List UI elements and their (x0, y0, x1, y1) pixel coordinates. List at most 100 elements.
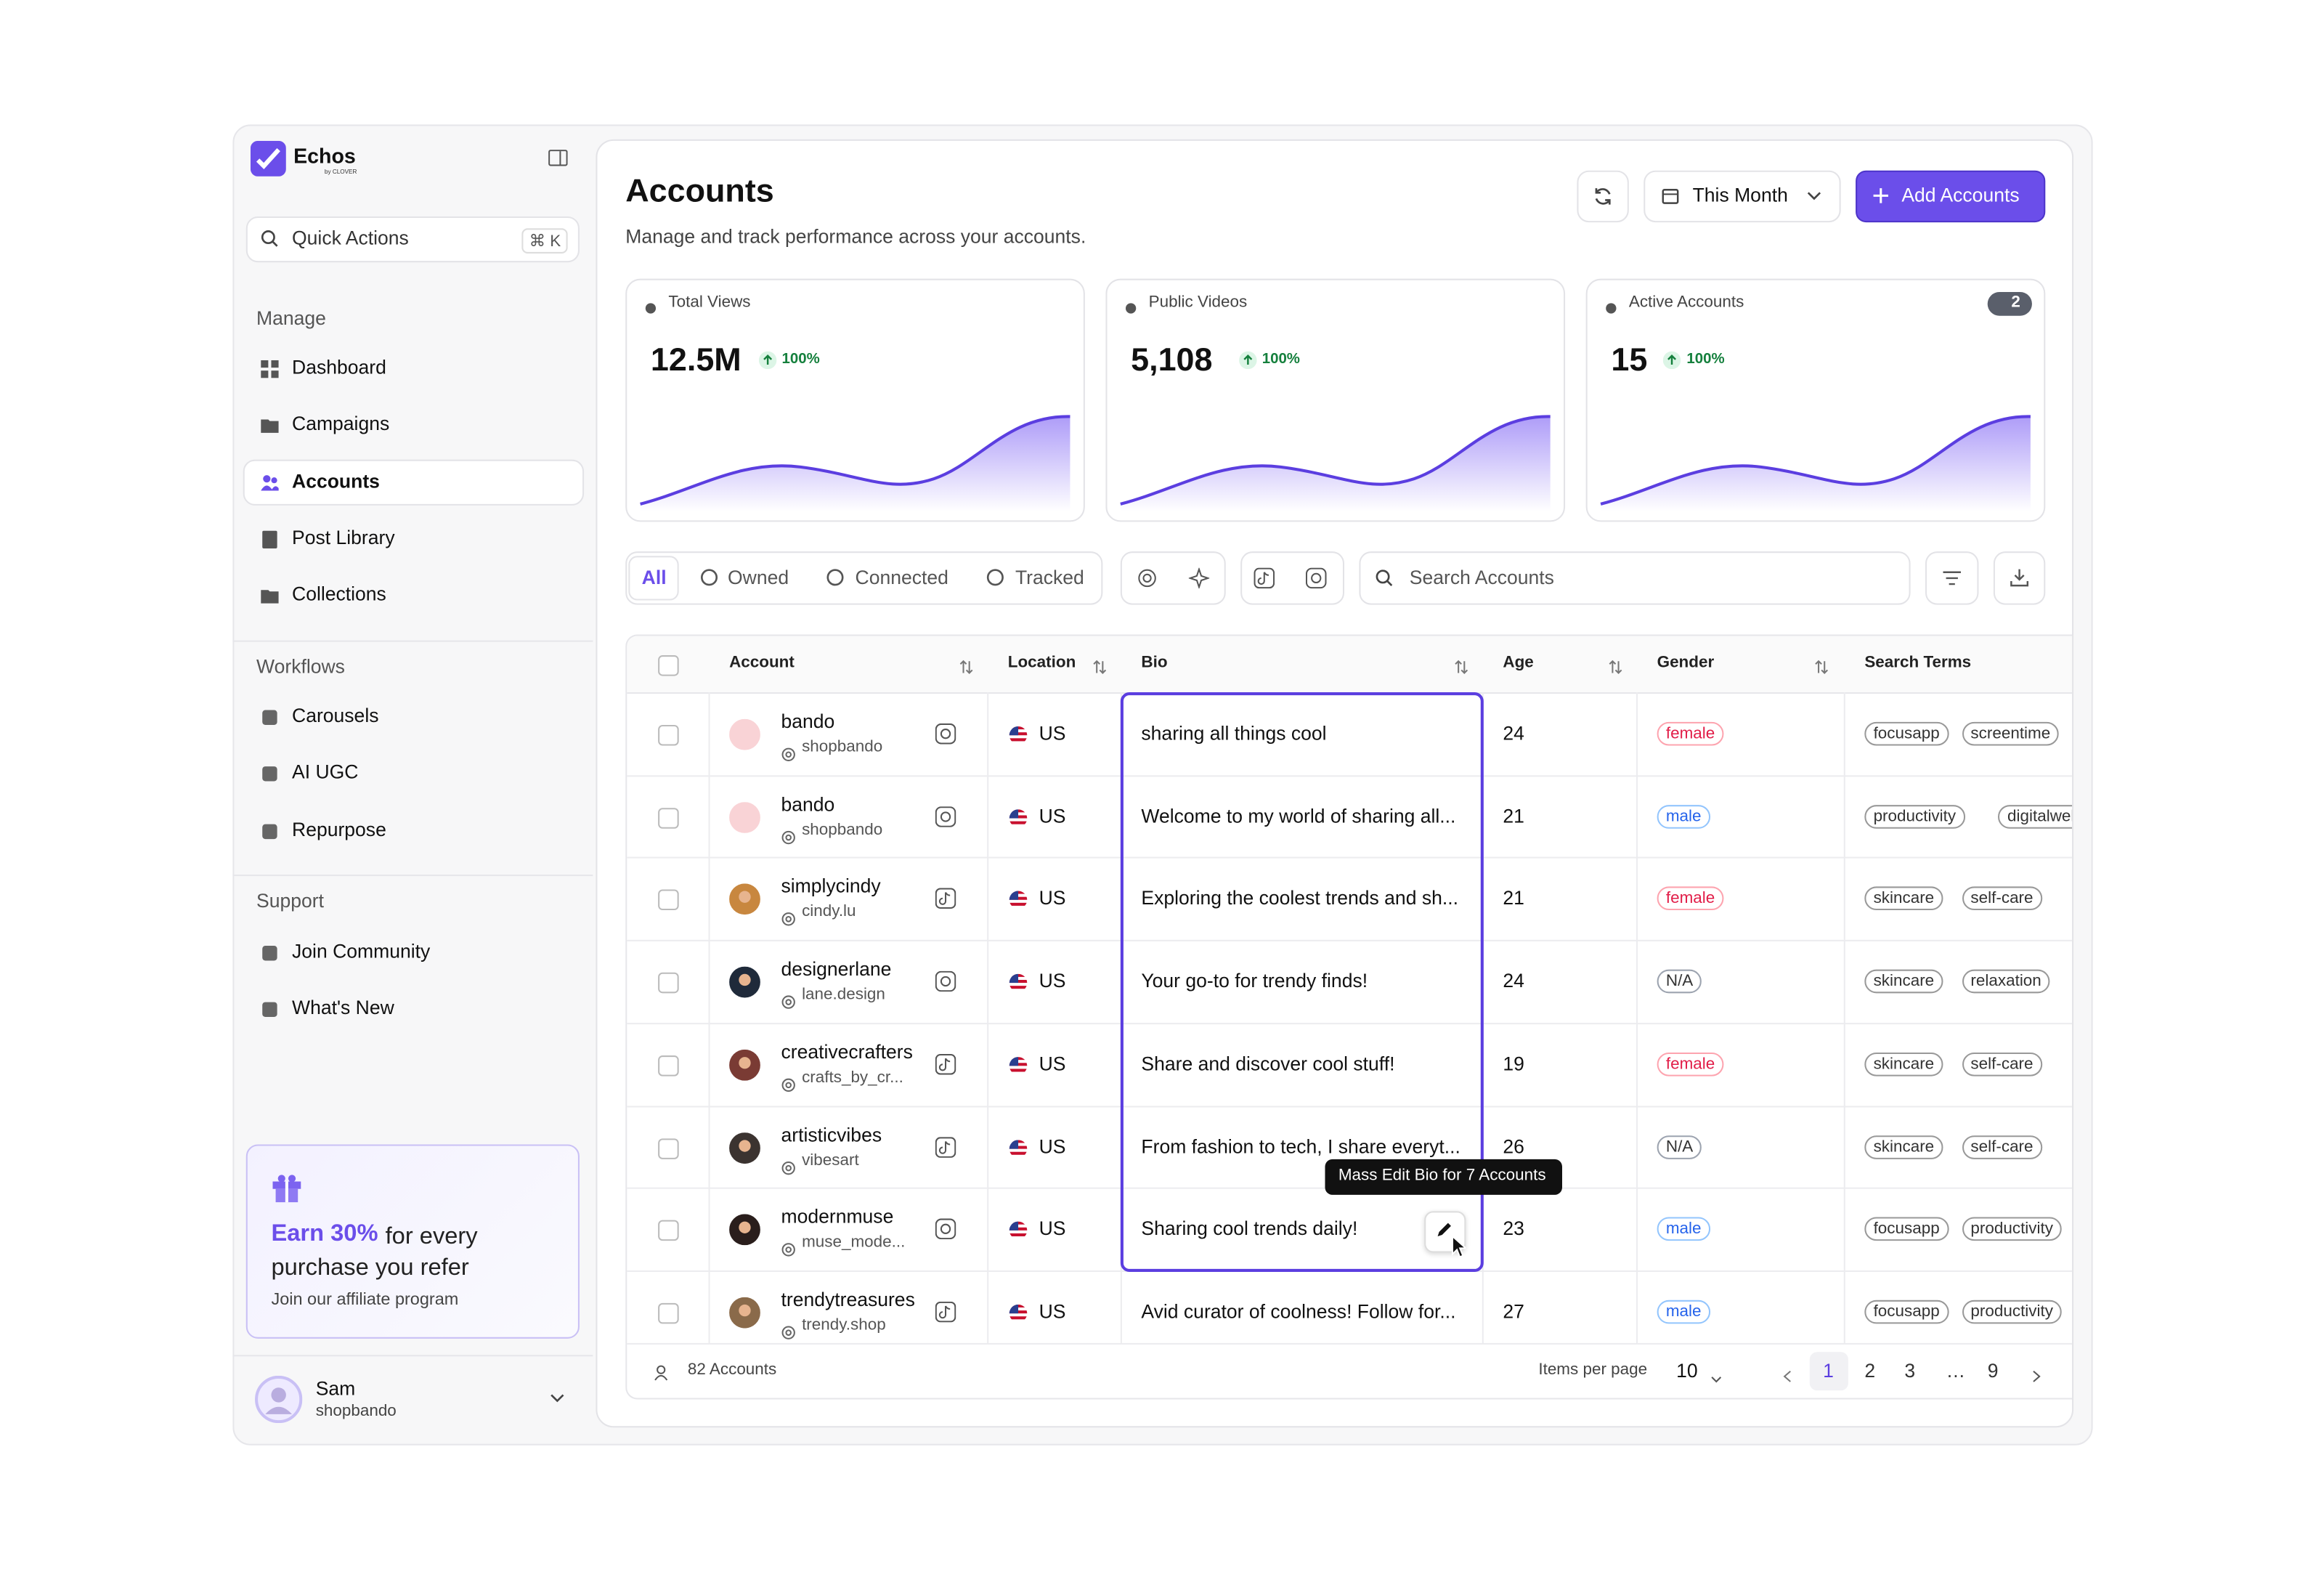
tiktok-icon-svg (935, 1053, 956, 1075)
search-box[interactable] (1359, 551, 1911, 605)
nav-item[interactable]: Join Community (292, 939, 431, 962)
at-icon (781, 1238, 796, 1257)
page-number[interactable]: 3 (1904, 1359, 1916, 1382)
column-header[interactable]: Bio (1141, 653, 1168, 672)
avatar-svg (729, 1214, 760, 1246)
user-name: Sam (315, 1377, 356, 1400)
tab-icon-svg (826, 569, 844, 586)
nav-icon-svg (262, 530, 277, 549)
user-chevron[interactable] (550, 1392, 564, 1403)
bio[interactable]: Exploring the coolest trends and sh... (1141, 887, 1458, 909)
promo-text: for every purchase you refer (271, 1224, 478, 1281)
nav-item[interactable]: Dashboard (292, 355, 386, 378)
nav-item[interactable]: Post Library (292, 526, 395, 549)
period-label[interactable]: This Month (1692, 184, 1788, 206)
stat-label: Public Videos (1148, 293, 1248, 312)
prev-page-svg (1783, 1370, 1791, 1382)
row-checkbox[interactable] (658, 1138, 679, 1159)
instagram-icon (935, 806, 956, 827)
sort-icon[interactable] (959, 655, 973, 682)
column-header[interactable]: Location (1007, 653, 1076, 672)
items-per-page[interactable]: 10 (1676, 1359, 1698, 1382)
sort-icon[interactable] (1454, 655, 1468, 682)
bio[interactable]: Avid curator of coolness! Follow for... (1141, 1300, 1456, 1323)
filter-tab[interactable]: Owned (728, 566, 789, 589)
avatar-svg (729, 884, 760, 915)
bio[interactable]: Your go-to for trendy finds! (1141, 969, 1368, 992)
up-icon-svg (757, 351, 776, 370)
tiktok-icon (935, 888, 956, 909)
row-checkbox[interactable] (658, 807, 679, 829)
promo-card[interactable] (245, 1144, 580, 1339)
cursor (1451, 1234, 1468, 1266)
account-handle: crafts_by_cr... (802, 1069, 903, 1087)
up-icon (1662, 350, 1681, 370)
filter-tab[interactable]: Tracked (1015, 566, 1084, 589)
nav-item[interactable]: Carousels (292, 704, 379, 726)
nav-icon (261, 763, 278, 782)
at-icon (781, 742, 796, 761)
row-checkbox[interactable] (658, 724, 679, 746)
location: US (1039, 1217, 1066, 1240)
sort-svg (1093, 660, 1107, 674)
sparkline (1118, 408, 1553, 512)
row-checkbox[interactable] (658, 1055, 679, 1077)
platform-group[interactable] (1240, 551, 1345, 605)
nav-item[interactable]: Repurpose (292, 818, 386, 841)
add-label[interactable]: Add Accounts (1901, 184, 2020, 206)
nav-item[interactable]: What's New (292, 996, 394, 1019)
divider (232, 640, 593, 642)
sparkline-svg (640, 415, 1070, 512)
table-header-bg (627, 636, 2073, 694)
bio[interactable]: Sharing cool trends daily! (1141, 1217, 1358, 1240)
instagram-icon (935, 1218, 956, 1240)
header-checkbox[interactable] (658, 655, 679, 676)
sort-icon[interactable] (1814, 655, 1829, 682)
nav-item[interactable]: Accounts (292, 469, 380, 492)
page-number[interactable]: 1 (1823, 1359, 1834, 1382)
nav-item[interactable]: Campaigns (292, 412, 390, 434)
search-term-tag: skincare (1864, 1052, 1943, 1077)
age: 27 (1503, 1300, 1524, 1323)
column-header[interactable]: Search Terms (1864, 653, 1972, 672)
avatar-svg (729, 1132, 760, 1164)
column-header[interactable]: Age (1503, 653, 1534, 672)
bio[interactable]: From fashion to tech, I share everyt... (1141, 1135, 1460, 1157)
flag (1008, 808, 1029, 827)
page-number[interactable]: … (1946, 1359, 1966, 1382)
nav-item[interactable]: Collections (292, 583, 386, 605)
tiktok-icon (935, 1301, 956, 1323)
nav-icon (261, 999, 278, 1017)
period-select[interactable] (1644, 170, 1841, 223)
page-number[interactable]: 9 (1987, 1359, 1999, 1382)
filter-tab[interactable]: Connected (855, 566, 948, 589)
at-icon-svg (781, 1326, 795, 1339)
instagram-icon-svg (935, 1218, 956, 1240)
collapse-icon[interactable] (548, 150, 568, 166)
sort-icon[interactable] (1092, 655, 1107, 682)
column-header[interactable]: Account (729, 653, 795, 672)
row-checkbox[interactable] (658, 1302, 679, 1324)
nav-item[interactable]: AI UGC (292, 760, 359, 783)
row-checkbox[interactable] (658, 972, 679, 994)
tiktok-icon-svg (935, 888, 956, 909)
bio[interactable]: Welcome to my world of sharing all... (1141, 804, 1456, 827)
bio[interactable]: Share and discover cool stuff! (1141, 1052, 1395, 1075)
nav-icon (261, 822, 278, 840)
row-checkbox[interactable] (658, 1220, 679, 1241)
column-header[interactable]: Gender (1657, 653, 1715, 672)
sort-icon[interactable] (1608, 655, 1622, 682)
quick-actions[interactable] (245, 216, 580, 263)
up-icon-svg (1238, 351, 1256, 370)
bio[interactable]: sharing all things cool (1141, 721, 1327, 745)
avatar-svg (729, 966, 760, 998)
table: Account Location Bio Age Gender Search Terms b… (625, 634, 2073, 1400)
row-checkbox[interactable] (658, 890, 679, 911)
bio-selection (1120, 692, 1484, 1273)
page-number[interactable]: 2 (1864, 1359, 1876, 1382)
nav-icon (261, 707, 278, 725)
refresh-button[interactable] (1577, 170, 1629, 223)
filter-tab[interactable]: All (641, 566, 667, 589)
at-icon-svg (781, 995, 795, 1009)
